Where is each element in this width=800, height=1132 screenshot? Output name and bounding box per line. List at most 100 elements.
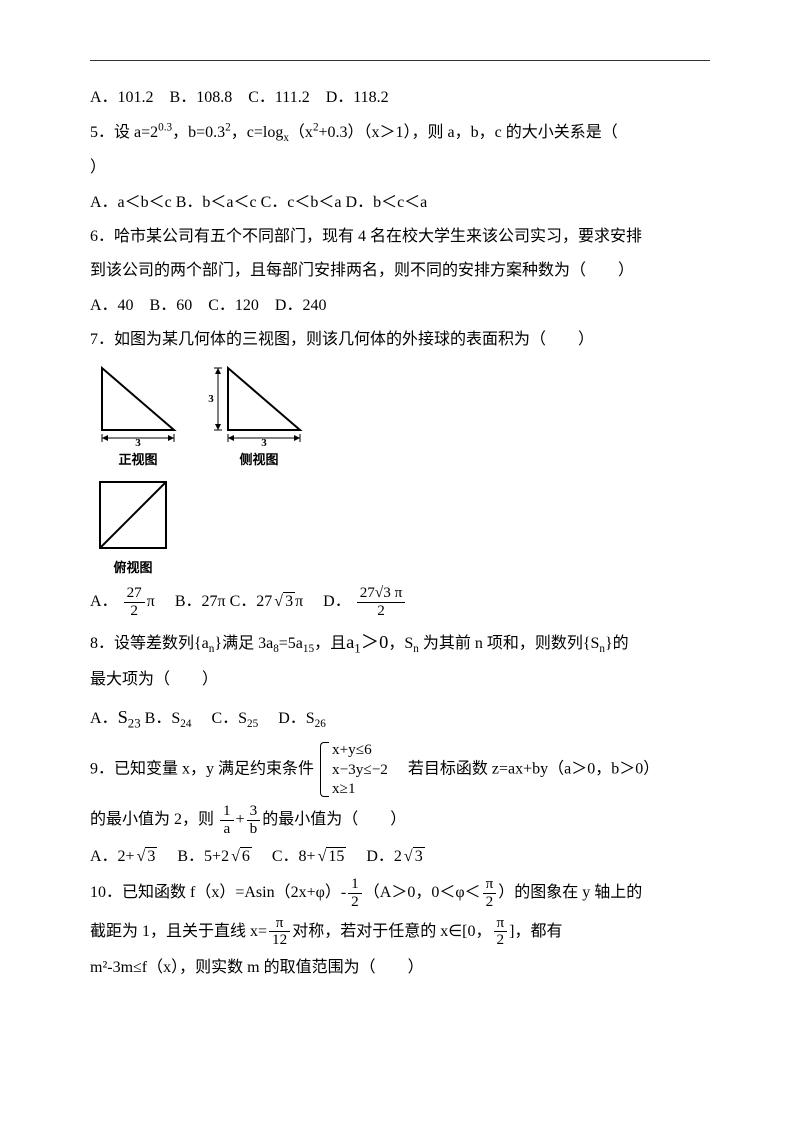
t: 对称，若对于任意的 x∈[0， bbox=[292, 923, 491, 940]
optA-pre: A． bbox=[90, 593, 118, 610]
q6: 6．哈市某公司有五个不同部门，现有 4 名在校大学生来该公司实习，要求安排 到该… bbox=[90, 222, 710, 321]
t: 5．设 a=2 bbox=[90, 124, 158, 141]
sub: 24 bbox=[180, 718, 191, 730]
radC: 15 bbox=[316, 842, 347, 872]
sup: 0.3 bbox=[158, 121, 172, 133]
t: }的 bbox=[605, 635, 629, 652]
num: 1 bbox=[348, 876, 362, 894]
t: B．5+2 bbox=[161, 848, 229, 865]
q7-figures: 3 正视图 3 bbox=[90, 360, 710, 581]
den: 2 bbox=[124, 603, 145, 620]
q9: 9．已知变量 x，y 满足约束条件 x+y≤6 x−3y≤−2 x≥1 若目标函… bbox=[90, 740, 710, 872]
t: ）的图象在 y 轴上的 bbox=[498, 884, 642, 901]
t: ，且 bbox=[314, 635, 346, 652]
rad: 3 bbox=[283, 592, 295, 610]
q6-options: A．40 B．60 C．120 D．240 bbox=[90, 291, 710, 321]
num: 1 bbox=[220, 803, 234, 821]
den: 2 bbox=[483, 894, 497, 911]
t: （x bbox=[289, 124, 313, 141]
plus: + bbox=[236, 811, 245, 828]
frac-3b: 3 b bbox=[247, 803, 261, 837]
row: x+y≤6 bbox=[332, 740, 388, 760]
num: 27√3 π bbox=[357, 585, 406, 603]
top-view-svg bbox=[90, 476, 176, 556]
q10-l3: m²-3m≤f（x），则实数 m 的取值范围为（ ） bbox=[90, 953, 710, 983]
q8: 8．设等差数列{an}满足 3a8=5a15，且a1＞0，Sn 为其前 n 项和… bbox=[90, 625, 710, 736]
t: ，c=log bbox=[231, 124, 284, 141]
pi12: π12 bbox=[269, 915, 290, 949]
radB: 6 bbox=[229, 842, 252, 872]
q10-l2: 截距为 1，且关于直线 x=π12对称，若对于任意的 x∈[0，π2]，都有 bbox=[90, 915, 710, 949]
den: 12 bbox=[269, 932, 290, 949]
den: 2 bbox=[357, 603, 406, 620]
optC-suf: π bbox=[295, 593, 303, 610]
t: 截距为 1，且关于直线 x= bbox=[90, 923, 267, 940]
t: A．2+ bbox=[90, 848, 135, 865]
num: π bbox=[483, 876, 497, 894]
q7-stem: 7．如图为某几何体的三视图，则该几何体的外接球的表面积为（ ） bbox=[90, 325, 710, 355]
q5: 5．设 a=20.3，b=0.32，c=logx（x2+0.3）（x＞1），则 … bbox=[90, 117, 710, 218]
rad: 15 bbox=[326, 847, 346, 865]
num: π bbox=[494, 915, 508, 933]
t: 为其前 n 项和，则数列{S bbox=[419, 635, 600, 652]
t: ＞0 bbox=[361, 632, 389, 652]
top-view: 俯视图 bbox=[90, 476, 176, 581]
rad: 6 bbox=[240, 847, 252, 865]
optD-frac: 27√3 π 2 bbox=[357, 585, 406, 619]
t: ]，都有 bbox=[509, 923, 562, 940]
t: +0.3）（x＞1），则 a，b，c 的大小关系是（ bbox=[319, 124, 618, 141]
sub: 23 bbox=[128, 717, 141, 731]
top-rule bbox=[90, 60, 710, 61]
q9-l1: 9．已知变量 x，y 满足约束条件 x+y≤6 x−3y≤−2 x≥1 若目标函… bbox=[90, 740, 710, 799]
sub: 15 bbox=[303, 644, 314, 656]
t: }满足 3a bbox=[214, 635, 273, 652]
dim-base2: 3 bbox=[261, 437, 267, 448]
q9-options: A．2+3 B．5+26 C．8+15 D．23 bbox=[90, 842, 710, 872]
optC-rad: 3 bbox=[272, 587, 295, 617]
q9-l2: 的最小值为 2，则 1 a + 3 b 的最小值为（ ） bbox=[90, 803, 710, 837]
rad: 3 bbox=[413, 847, 425, 865]
dim-h: 3 bbox=[208, 393, 214, 405]
t: 的最小值为 2，则 bbox=[90, 811, 214, 828]
t: 的最小值为（ ） bbox=[262, 811, 406, 828]
t: 9．已知变量 x，y 满足约束条件 bbox=[90, 760, 314, 777]
t: C．8+ bbox=[256, 848, 316, 865]
q10-l1: 10．已知函数 f（x）=Asin（2x+φ）-12（A＞0，0＜φ＜π2）的图… bbox=[90, 876, 710, 910]
optC-pre: C．27 bbox=[230, 593, 273, 610]
half: 12 bbox=[348, 876, 362, 910]
pi2a: π2 bbox=[483, 876, 497, 910]
t: D．2 bbox=[350, 848, 402, 865]
den: 2 bbox=[494, 932, 508, 949]
exam-page: A．101.2 B．108.8 C．111.2 D．118.2 5．设 a=20… bbox=[0, 0, 800, 1132]
t: S bbox=[118, 707, 128, 727]
t: （A＞0，0＜φ＜ bbox=[364, 884, 481, 901]
row: x−3y≤−2 bbox=[332, 760, 388, 780]
num: π bbox=[269, 915, 290, 933]
q10: 10．已知函数 f（x）=Asin（2x+φ）-12（A＞0，0＜φ＜π2）的图… bbox=[90, 876, 710, 983]
q4-options: A．101.2 B．108.8 C．111.2 D．118.2 bbox=[90, 83, 710, 113]
q8-l1: 8．设等差数列{an}满足 3a8=5a15，且a1＞0，Sn 为其前 n 项和… bbox=[90, 625, 710, 661]
front-label: 正视图 bbox=[118, 448, 157, 473]
t: 8．设等差数列{a bbox=[90, 635, 209, 652]
q6-l1: 6．哈市某公司有五个不同部门，现有 4 名在校大学生来该公司实习，要求安排 bbox=[90, 222, 710, 252]
t: D．S bbox=[262, 710, 314, 727]
q7-options: A． 27 2 π B．27π C．273π D． 27√3 π 2 bbox=[90, 585, 710, 619]
optD-pre: D． bbox=[307, 593, 351, 610]
t: ，b=0.3 bbox=[172, 124, 225, 141]
front-view-svg: 3 bbox=[90, 360, 186, 448]
q8-options: A．S23 B．S24 C．S25 D．S26 bbox=[90, 700, 710, 736]
t: 10．已知函数 f（x）=Asin（2x+φ）- bbox=[90, 884, 346, 901]
t: C．S bbox=[195, 710, 247, 727]
sub: 26 bbox=[315, 718, 326, 730]
q5-close: ） bbox=[90, 153, 710, 183]
frac-1a: 1 a bbox=[220, 803, 234, 837]
den: 2 bbox=[348, 894, 362, 911]
side-label: 侧视图 bbox=[239, 448, 278, 473]
dim-base: 3 bbox=[135, 437, 141, 448]
den: a bbox=[220, 821, 234, 838]
constraint-system: x+y≤6 x−3y≤−2 x≥1 bbox=[318, 740, 388, 799]
fig-row-1: 3 正视图 3 bbox=[90, 360, 710, 473]
den: b bbox=[247, 821, 261, 838]
num: 27 bbox=[124, 585, 145, 603]
t: ，S bbox=[388, 635, 413, 652]
